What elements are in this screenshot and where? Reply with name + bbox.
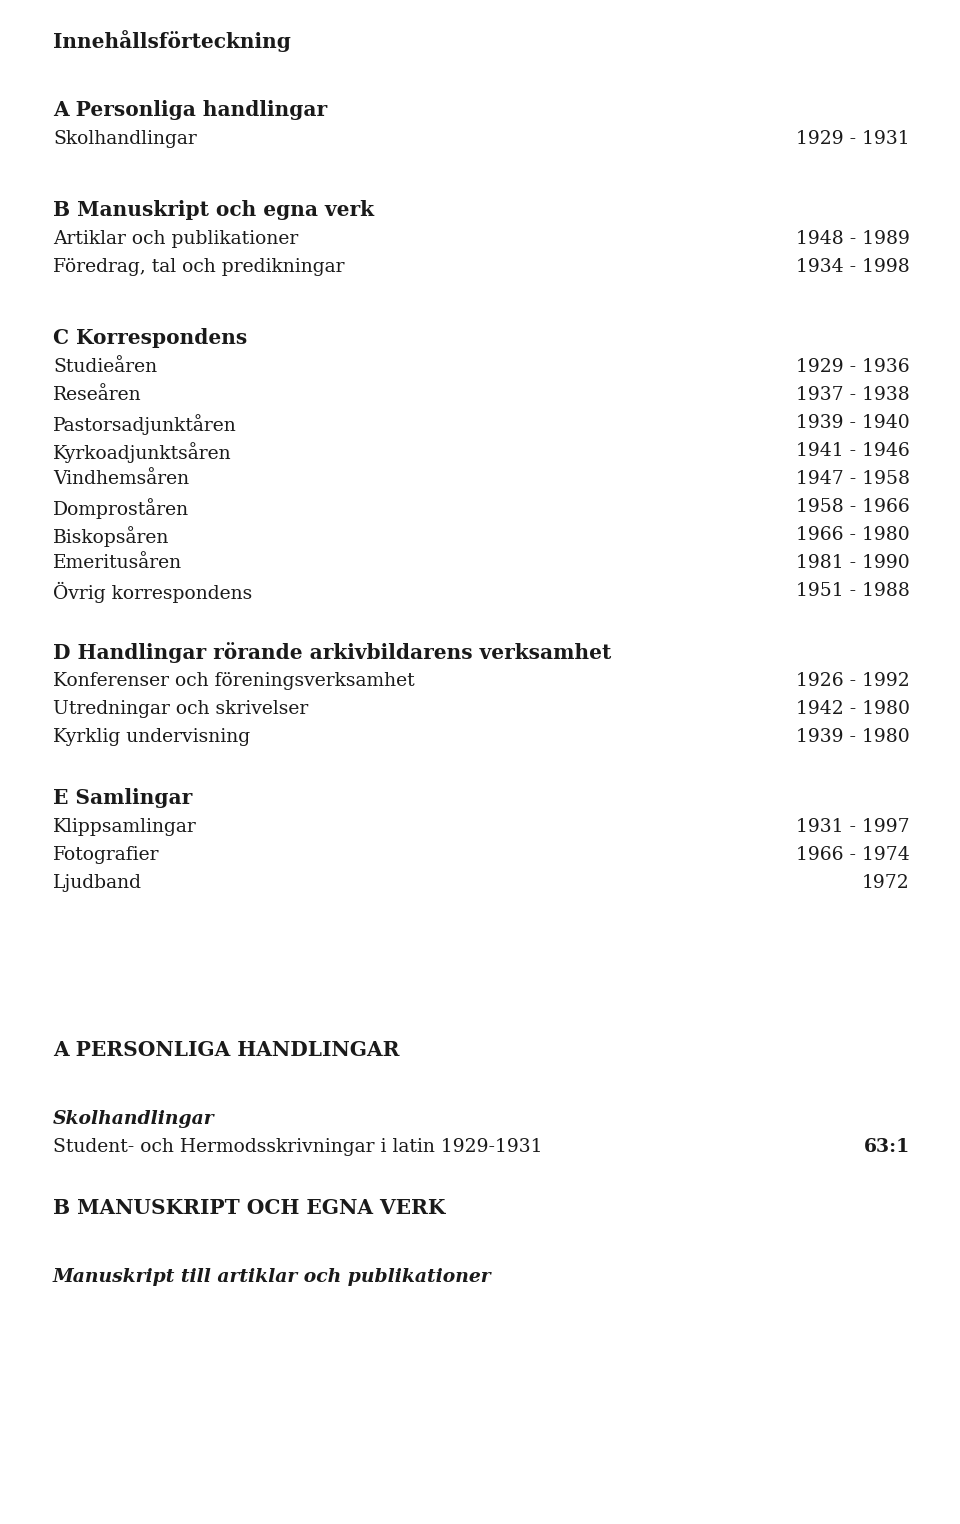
Text: D Handlingar rörande arkivbildarens verksamhet: D Handlingar rörande arkivbildarens verk… <box>53 642 612 663</box>
Text: 1966 - 1974: 1966 - 1974 <box>796 846 910 864</box>
Text: 1972: 1972 <box>862 873 910 892</box>
Text: 1947 - 1958: 1947 - 1958 <box>796 469 910 488</box>
Text: 1981 - 1990: 1981 - 1990 <box>796 555 910 572</box>
Text: C Korrespondens: C Korrespondens <box>53 328 248 347</box>
Text: A PERSONLIGA HANDLINGAR: A PERSONLIGA HANDLINGAR <box>53 1039 399 1061</box>
Text: Ljudband: Ljudband <box>53 873 142 892</box>
Text: Fotografier: Fotografier <box>53 846 159 864</box>
Text: Föredrag, tal och predikningar: Föredrag, tal och predikningar <box>53 258 345 276</box>
Text: 1958 - 1966: 1958 - 1966 <box>796 498 910 517</box>
Text: 1942 - 1980: 1942 - 1980 <box>796 700 910 718</box>
Text: 1937 - 1938: 1937 - 1938 <box>796 386 910 404</box>
Text: 1966 - 1980: 1966 - 1980 <box>796 526 910 544</box>
Text: Konferenser och föreningsverksamhet: Konferenser och föreningsverksamhet <box>53 672 415 690</box>
Text: Vindhemsåren: Vindhemsåren <box>53 469 189 488</box>
Text: Övrig korrespondens: Övrig korrespondens <box>53 582 252 604</box>
Text: Student- och Hermodsskrivningar i latin 1929-1931: Student- och Hermodsskrivningar i latin … <box>53 1138 542 1157</box>
Text: Kyrklig undervisning: Kyrklig undervisning <box>53 728 251 747</box>
Text: 1939 - 1980: 1939 - 1980 <box>796 728 910 747</box>
Text: Utredningar och skrivelser: Utredningar och skrivelser <box>53 700 308 718</box>
Text: 1948 - 1989: 1948 - 1989 <box>796 230 910 248</box>
Text: A Personliga handlingar: A Personliga handlingar <box>53 101 327 120</box>
Text: B Manuskript och egna verk: B Manuskript och egna verk <box>53 200 374 219</box>
Text: E Samlingar: E Samlingar <box>53 788 192 808</box>
Text: Klippsamlingar: Klippsamlingar <box>53 818 197 837</box>
Text: Innehållsförteckning: Innehållsförteckning <box>53 30 291 52</box>
Text: 1929 - 1931: 1929 - 1931 <box>797 130 910 148</box>
Text: Manuskript till artiklar och publikationer: Manuskript till artiklar och publikation… <box>53 1268 492 1286</box>
Text: 1931 - 1997: 1931 - 1997 <box>797 818 910 837</box>
Text: Emeritusåren: Emeritusåren <box>53 555 182 572</box>
Text: Biskopsåren: Biskopsåren <box>53 526 169 547</box>
Text: Domproståren: Domproståren <box>53 498 189 520</box>
Text: B MANUSKRIPT OCH EGNA VERK: B MANUSKRIPT OCH EGNA VERK <box>53 1198 445 1218</box>
Text: Studieåren: Studieåren <box>53 358 157 376</box>
Text: Reseåren: Reseåren <box>53 386 142 404</box>
Text: Skolhandlingar: Skolhandlingar <box>53 130 197 148</box>
Text: Artiklar och publikationer: Artiklar och publikationer <box>53 230 299 248</box>
Text: 1941 - 1946: 1941 - 1946 <box>796 442 910 460</box>
Text: 1926 - 1992: 1926 - 1992 <box>796 672 910 690</box>
Text: 1929 - 1936: 1929 - 1936 <box>797 358 910 376</box>
Text: Skolhandlingar: Skolhandlingar <box>53 1109 215 1128</box>
Text: 1939 - 1940: 1939 - 1940 <box>796 415 910 431</box>
Text: Kyrkoadjunktsåren: Kyrkoadjunktsåren <box>53 442 231 463</box>
Text: 1934 - 1998: 1934 - 1998 <box>796 258 910 276</box>
Text: 1951 - 1988: 1951 - 1988 <box>796 582 910 600</box>
Text: Pastorsadjunktåren: Pastorsadjunktåren <box>53 415 237 434</box>
Text: 63:1: 63:1 <box>864 1138 910 1157</box>
